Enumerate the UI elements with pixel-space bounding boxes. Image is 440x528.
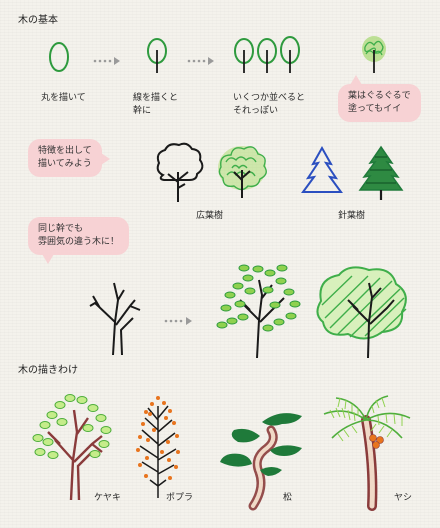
tip-line1: 葉はぐるぐるで: [348, 91, 411, 101]
category-label-conifer: 針葉樹: [338, 211, 366, 221]
bubble-features: 特徴を出して 描いてみよう: [28, 139, 110, 177]
pine-tree: [220, 413, 302, 511]
bare-trunk-tree: [89, 282, 141, 356]
tip-bubble-scribble: 葉はぐるぐるで 塗ってもイイ: [338, 75, 421, 122]
arrow-icon: [93, 57, 120, 65]
step3-caption-line2: それっぽい: [233, 106, 279, 116]
leafy-tree: [216, 264, 301, 359]
keyaki-tree: [32, 394, 112, 501]
broadleaf-outline-tree: [156, 142, 204, 202]
species-label-palm: ヤシ: [394, 493, 413, 503]
step2-tree: [147, 38, 167, 73]
category-label-broadleaf: 広葉樹: [196, 211, 224, 221]
step1-oval: [49, 42, 69, 72]
arrow-icon: [164, 317, 192, 325]
step2-caption-line1: 線を描くと: [133, 93, 179, 103]
step4-scribble-tree: [362, 36, 386, 73]
poplar-tree: [136, 396, 180, 498]
tip-line2: 塗ってもイイ: [348, 104, 402, 114]
conifer-outline-tree: [301, 145, 343, 193]
section-title-basics: 木の基本: [18, 15, 58, 26]
conifer-scribble-tree: [358, 145, 404, 200]
step3-trees: [234, 36, 300, 73]
step3-caption-line1: いくつか並べると: [233, 93, 306, 103]
palm-tree: [323, 395, 411, 511]
species-label-pine: 松: [283, 493, 293, 503]
section-title-drawing: 木の描きわけ: [18, 365, 78, 376]
bubble-same-trunk: 同じ幹でも 雰囲気の違う木に！: [28, 217, 130, 264]
species-label-poplar: ポプラ: [166, 493, 194, 503]
broadleaf-scribble-tree: [218, 146, 267, 198]
step2-caption-line2: 幹に: [133, 106, 152, 116]
step1-caption: 丸を描いて: [41, 93, 86, 103]
bubble-same-trunk-line1: 同じ幹でも: [38, 224, 84, 234]
bubble-features-line1: 特徴を出して: [38, 146, 92, 156]
species-label-keyaki: ケヤキ: [94, 493, 122, 503]
bubble-features-line2: 描いてみよう: [38, 159, 92, 169]
hatched-canopy-tree: [316, 266, 407, 359]
bubble-same-trunk-line2: 雰囲気の違う木に！: [38, 237, 120, 247]
arrow-icon: [187, 57, 214, 65]
